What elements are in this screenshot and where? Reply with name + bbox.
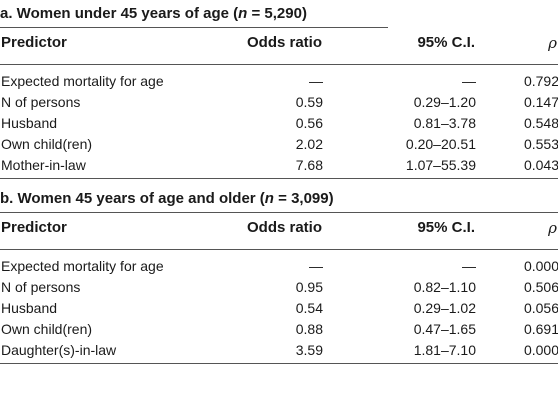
section-b-title: b. Women 45 years of age and older (n = … <box>0 185 558 212</box>
header-ci: 95% C.I. <box>417 219 475 236</box>
cell-odds-ratio: — <box>309 73 323 89</box>
cell-odds-ratio: 0.56 <box>295 115 323 131</box>
cell-odds-ratio: — <box>309 258 323 274</box>
section-a-title-n: n <box>238 5 248 22</box>
section-b: b. Women 45 years of age and older (n = … <box>0 185 558 364</box>
odds-ratio-document: a. Women under 45 years of age (n = 5,29… <box>0 0 558 364</box>
header-odds-ratio: Odds ratio <box>246 219 322 236</box>
section-b-bottom-rule <box>0 363 558 364</box>
section-a-title-rule <box>0 27 388 28</box>
cell-predictor: Husband <box>1 115 58 131</box>
cell-rho: 0.553 <box>523 136 558 152</box>
table-row: Own child(ren) 2.02 0.20–20.51 0.553 <box>0 134 558 155</box>
table-row: Own child(ren) 0.88 0.47–1.65 0.691 <box>0 319 558 340</box>
table-row: Expected mortality for age — — 0.792 <box>0 65 558 92</box>
cell-predictor: N of persons <box>1 94 81 110</box>
cell-predictor: Expected mortality for age <box>1 258 164 274</box>
cell-rho: 0.000 <box>523 258 558 274</box>
cell-rho: 0.000 <box>523 342 558 358</box>
cell-predictor: Husband <box>1 300 58 316</box>
section-a-header-row: Predictor Odds ratio 95% C.I. ρ <box>0 28 558 64</box>
cell-rho: 0.792 <box>523 73 558 89</box>
cell-predictor: Own child(ren) <box>1 136 93 152</box>
cell-predictor: Daughter(s)-in-law <box>1 342 117 358</box>
section-a: a. Women under 45 years of age (n = 5,29… <box>0 0 558 179</box>
cell-ci: 0.47–1.65 <box>413 321 476 337</box>
cell-rho: 0.506 <box>523 279 558 295</box>
table-row: Mother-in-law 7.68 1.07–55.39 0.043 <box>0 155 558 178</box>
table-row: Husband 0.56 0.81–3.78 0.548 <box>0 113 558 134</box>
cell-predictor: N of persons <box>1 279 81 295</box>
section-a-title: a. Women under 45 years of age (n = 5,29… <box>0 0 558 27</box>
cell-odds-ratio: 0.59 <box>295 94 323 110</box>
section-a-title-suffix: = 5,290) <box>247 5 307 22</box>
section-a-title-prefix: a. Women under 45 years of age ( <box>0 5 239 22</box>
header-odds-ratio: Odds ratio <box>246 34 322 51</box>
section-b-title-prefix: b. Women 45 years of age and older ( <box>0 190 265 207</box>
section-b-title-suffix: = 3,099) <box>273 190 334 207</box>
cell-predictor: Own child(ren) <box>1 321 93 337</box>
section-b-header-rule <box>0 249 558 250</box>
cell-odds-ratio: 7.68 <box>295 157 323 173</box>
cell-predictor: Expected mortality for age <box>1 73 164 89</box>
table-row: Expected mortality for age — — 0.000 <box>0 250 558 277</box>
cell-rho: 0.043 <box>523 157 558 173</box>
section-b-body: Expected mortality for age — — 0.000 N o… <box>0 250 558 363</box>
cell-ci: 0.29–1.02 <box>413 300 476 316</box>
cell-odds-ratio: 2.02 <box>295 136 323 152</box>
cell-rho: 0.548 <box>523 115 558 131</box>
cell-rho: 0.691 <box>523 321 558 337</box>
section-a-table: Predictor Odds ratio 95% C.I. ρ <box>0 28 558 64</box>
section-a-bottom-rule <box>0 178 558 179</box>
cell-ci: — <box>462 73 476 89</box>
table-row: Daughter(s)-in-law 3.59 1.81–7.10 0.000 <box>0 340 558 363</box>
header-rho: ρ <box>548 34 557 52</box>
cell-rho: 0.147 <box>523 94 558 110</box>
section-b-title-n: n <box>264 190 274 207</box>
cell-ci: 0.82–1.10 <box>413 279 476 295</box>
header-predictor: Predictor <box>1 219 67 236</box>
header-ci: 95% C.I. <box>417 34 475 51</box>
table-row: N of persons 0.59 0.29–1.20 0.147 <box>0 92 558 113</box>
table-row: Husband 0.54 0.29–1.02 0.056 <box>0 298 558 319</box>
header-rho: ρ <box>548 219 557 237</box>
cell-ci: 1.07–55.39 <box>405 157 476 173</box>
cell-odds-ratio: 0.54 <box>295 300 323 316</box>
table-row: N of persons 0.95 0.82–1.10 0.506 <box>0 277 558 298</box>
cell-ci: 1.81–7.10 <box>413 342 476 358</box>
cell-ci: — <box>462 258 476 274</box>
cell-ci: 0.81–3.78 <box>413 115 476 131</box>
cell-rho: 0.056 <box>523 300 558 316</box>
section-b-title-rule <box>0 212 558 213</box>
cell-odds-ratio: 0.95 <box>295 279 323 295</box>
cell-ci: 0.29–1.20 <box>413 94 476 110</box>
section-a-header-rule <box>0 64 558 65</box>
section-a-body: Expected mortality for age — — 0.792 N o… <box>0 65 558 178</box>
cell-ci: 0.20–20.51 <box>405 136 476 152</box>
header-predictor: Predictor <box>1 34 67 51</box>
cell-odds-ratio: 3.59 <box>295 342 323 358</box>
section-b-table: Predictor Odds ratio 95% C.I. ρ <box>0 213 558 249</box>
cell-odds-ratio: 0.88 <box>295 321 323 337</box>
section-b-header-row: Predictor Odds ratio 95% C.I. ρ <box>0 213 558 249</box>
cell-predictor: Mother-in-law <box>1 157 86 173</box>
